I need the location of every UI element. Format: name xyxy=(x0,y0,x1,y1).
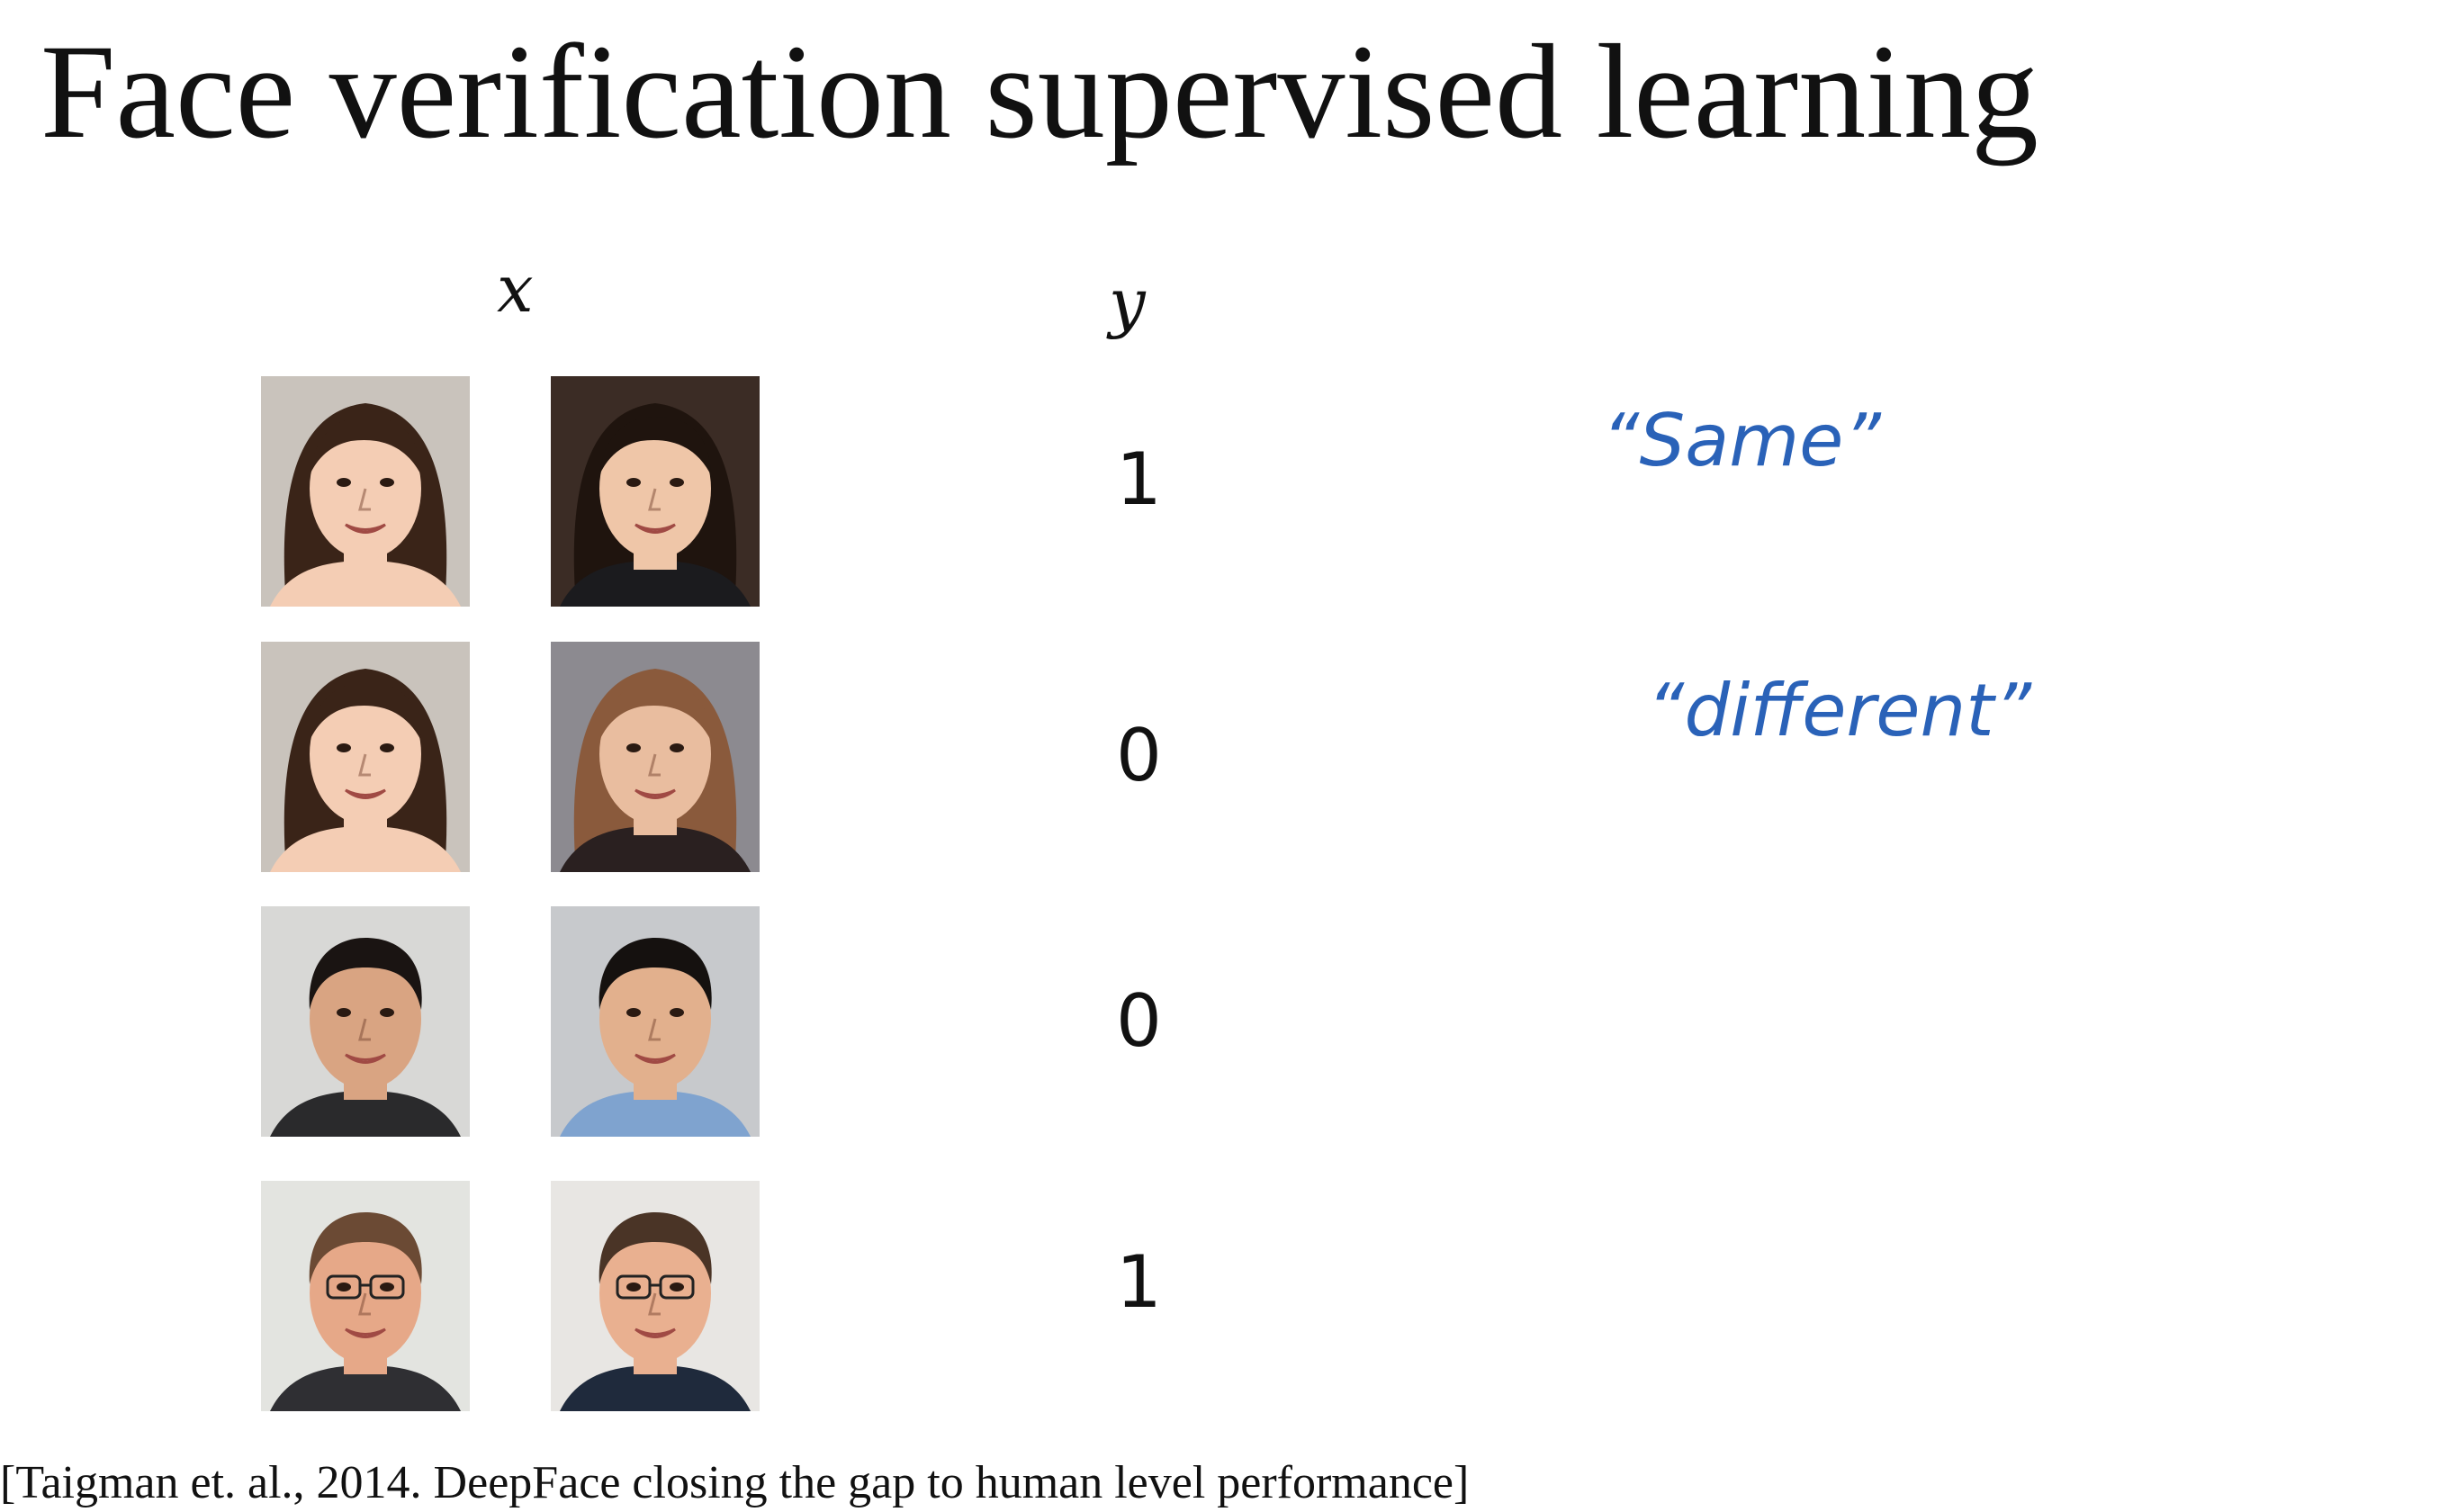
label-row4: 1 xyxy=(1116,1240,1162,1324)
face-photo-row2-right xyxy=(551,642,760,872)
face-photo-row4-left xyxy=(261,1181,470,1411)
face-photo-row3-left xyxy=(261,906,470,1137)
handwritten-note-same: “Same” xyxy=(1602,399,1881,482)
column-header-x: x xyxy=(497,251,534,327)
face-photo-row1-right xyxy=(551,376,760,607)
slide-title: Face verification supervised learning xyxy=(40,17,2038,166)
label-row3: 0 xyxy=(1116,979,1162,1063)
label-row1: 1 xyxy=(1116,437,1162,521)
column-header-y: y xyxy=(1109,265,1146,340)
face-photo-row3-right xyxy=(551,906,760,1137)
label-row2: 0 xyxy=(1116,714,1162,797)
face-photo-row4-right xyxy=(551,1181,760,1411)
face-photo-row2-left xyxy=(261,642,470,872)
citation: [Taigman et. al., 2014. DeepFace closing… xyxy=(0,1457,1470,1508)
handwritten-note-different: “different” xyxy=(1647,669,2032,752)
face-photo-row1-left xyxy=(261,376,470,607)
